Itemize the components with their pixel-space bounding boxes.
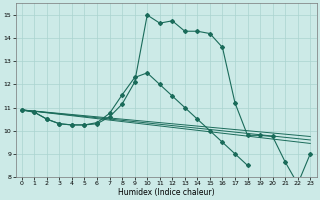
X-axis label: Humidex (Indice chaleur): Humidex (Indice chaleur) xyxy=(118,188,214,197)
